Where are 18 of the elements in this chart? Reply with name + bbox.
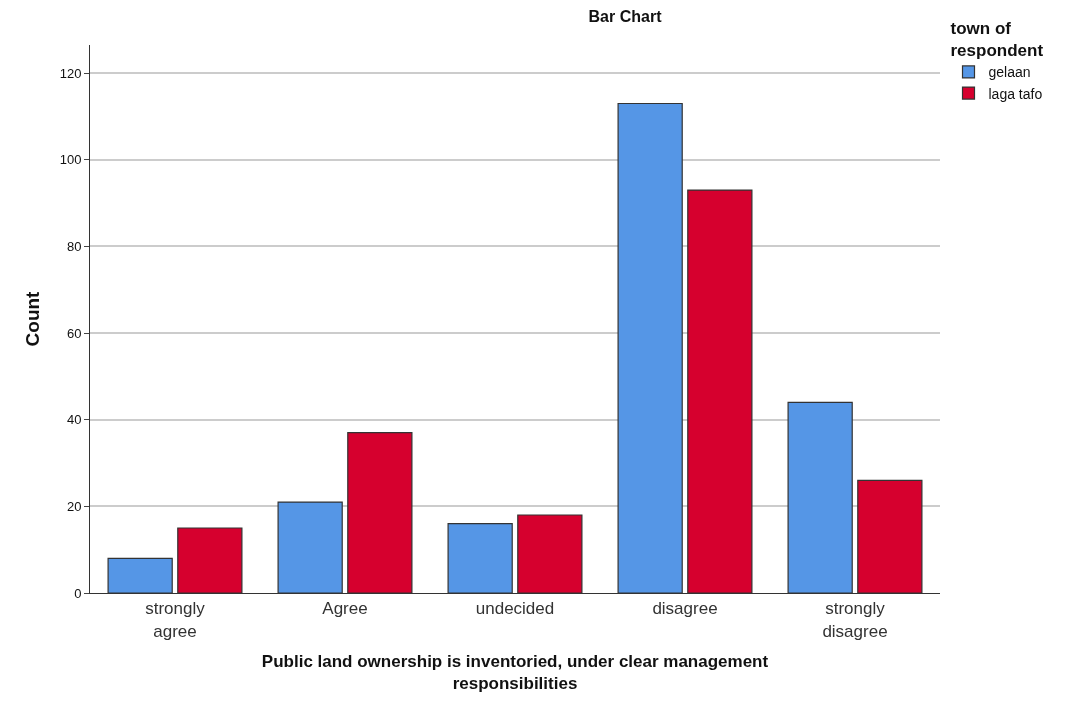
x-tick-label: Agree bbox=[322, 599, 368, 619]
y-tick-label: 0 bbox=[74, 585, 82, 601]
x-tick-label: undecided bbox=[475, 599, 555, 619]
y-tick-label: 80 bbox=[66, 238, 82, 254]
chart-title: Bar Chart bbox=[588, 8, 663, 26]
y-tick-label: 20 bbox=[66, 498, 82, 514]
x-tick-label: disagree bbox=[652, 599, 718, 619]
y-tick-label: 100 bbox=[59, 152, 82, 168]
x-tick-label: strongly agree bbox=[145, 599, 206, 641]
legend-label: gelaan bbox=[988, 64, 1031, 81]
legend-title: town of respondent bbox=[950, 19, 1044, 61]
x-tick-label: strongly disagree bbox=[822, 599, 888, 641]
x-axis-title: Public land ownership is inventoried, under clear management responsibilities bbox=[261, 651, 769, 693]
legend-label: laga tafo bbox=[988, 85, 1043, 102]
y-tick-label: 40 bbox=[66, 412, 82, 428]
y-axis-title: Count bbox=[21, 290, 43, 347]
y-tick-label: 120 bbox=[59, 65, 82, 81]
y-tick-label: 60 bbox=[66, 325, 82, 341]
